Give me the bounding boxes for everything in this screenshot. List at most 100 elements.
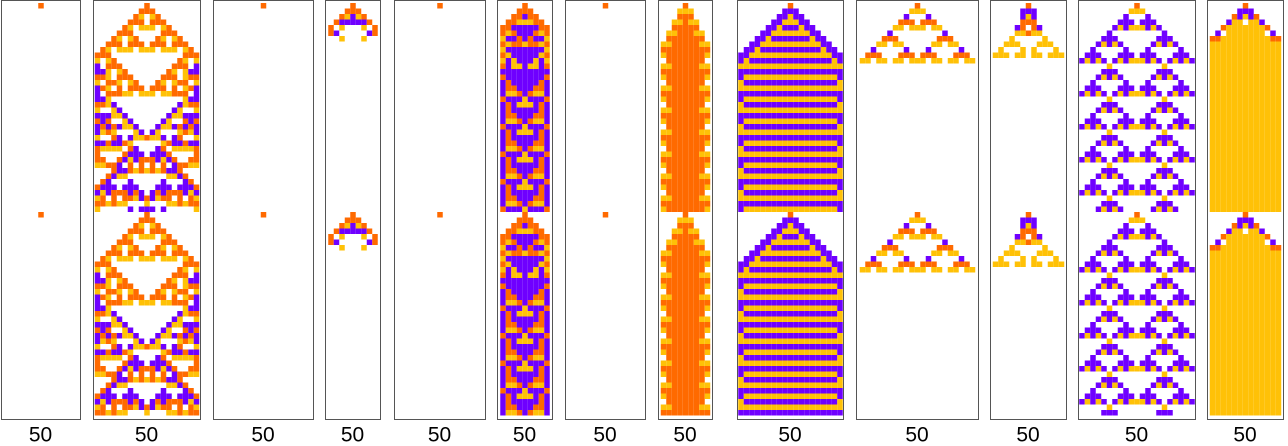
cell (1275, 371, 1282, 377)
cell (1123, 52, 1129, 58)
cell (505, 410, 512, 416)
cell (350, 223, 356, 229)
cell (505, 162, 512, 168)
cell (931, 52, 937, 58)
cell (505, 322, 512, 328)
cell (931, 261, 937, 267)
cell (1231, 228, 1238, 234)
cell (533, 250, 539, 256)
cell (738, 283, 744, 289)
cell (1237, 217, 1243, 223)
cell (544, 206, 550, 212)
cell (820, 168, 827, 174)
cell (505, 102, 512, 108)
cell (160, 289, 167, 295)
cell (511, 261, 517, 267)
cell (831, 256, 838, 262)
cell (527, 393, 534, 399)
cell (660, 382, 667, 388)
cell (688, 234, 694, 240)
cell (793, 382, 799, 388)
cell (771, 267, 777, 273)
cell (677, 393, 683, 399)
cell (776, 250, 783, 256)
cell (538, 69, 545, 75)
cell (771, 371, 777, 377)
cell (831, 327, 838, 333)
cell (1156, 69, 1162, 75)
cell (859, 58, 866, 64)
cell (177, 322, 183, 328)
cell (1150, 124, 1157, 130)
cell (1259, 316, 1265, 322)
cell (704, 184, 711, 190)
cell (804, 245, 810, 251)
cell (754, 278, 761, 284)
cell (160, 360, 167, 366)
cell (544, 25, 550, 31)
cell (776, 333, 783, 339)
cell (1106, 245, 1113, 251)
cell (1161, 410, 1168, 416)
cell (500, 338, 506, 344)
cell (188, 140, 194, 146)
cell (826, 261, 832, 267)
cell (804, 322, 810, 328)
cell (1231, 41, 1238, 47)
cell (693, 250, 700, 256)
cell (771, 41, 777, 47)
cell (831, 377, 838, 383)
cell (122, 283, 128, 289)
cell (887, 245, 893, 251)
cell (193, 344, 200, 350)
cell (1270, 74, 1276, 80)
cell (804, 80, 810, 86)
cell (798, 173, 805, 179)
cell (1172, 366, 1179, 372)
cell (122, 382, 128, 388)
cell (1275, 52, 1282, 58)
cell (182, 261, 189, 267)
cell (1259, 377, 1265, 383)
cell (160, 250, 167, 256)
cell (1209, 96, 1216, 102)
cell (1220, 184, 1227, 190)
cell (887, 239, 893, 245)
cell (1172, 151, 1179, 157)
cell (527, 113, 534, 119)
cell (127, 250, 134, 256)
cell (527, 30, 534, 36)
cell (815, 201, 821, 207)
cell (782, 19, 788, 25)
cell (798, 267, 805, 273)
cell (815, 250, 821, 256)
cell (100, 338, 106, 344)
cell (527, 19, 534, 25)
cell (688, 85, 694, 91)
cell (892, 267, 899, 273)
cell (1145, 366, 1151, 372)
cell (1101, 201, 1107, 207)
cell (826, 58, 832, 64)
cell (931, 25, 937, 31)
cell (1264, 146, 1271, 152)
cell (111, 124, 117, 130)
cell (111, 245, 117, 251)
cell (798, 410, 805, 416)
panel-label: 50 (341, 424, 364, 446)
cell (111, 371, 117, 377)
cell (111, 338, 117, 344)
cell (771, 410, 777, 416)
cell (1259, 173, 1265, 179)
cell (1209, 184, 1216, 190)
cell (1161, 305, 1168, 311)
cell (1226, 146, 1232, 152)
cell (771, 36, 777, 42)
cell (182, 124, 189, 130)
cell (1253, 113, 1260, 119)
cell (1090, 146, 1096, 152)
cell (815, 322, 821, 328)
cell (765, 47, 772, 53)
cell (511, 316, 517, 322)
cell (798, 168, 805, 174)
